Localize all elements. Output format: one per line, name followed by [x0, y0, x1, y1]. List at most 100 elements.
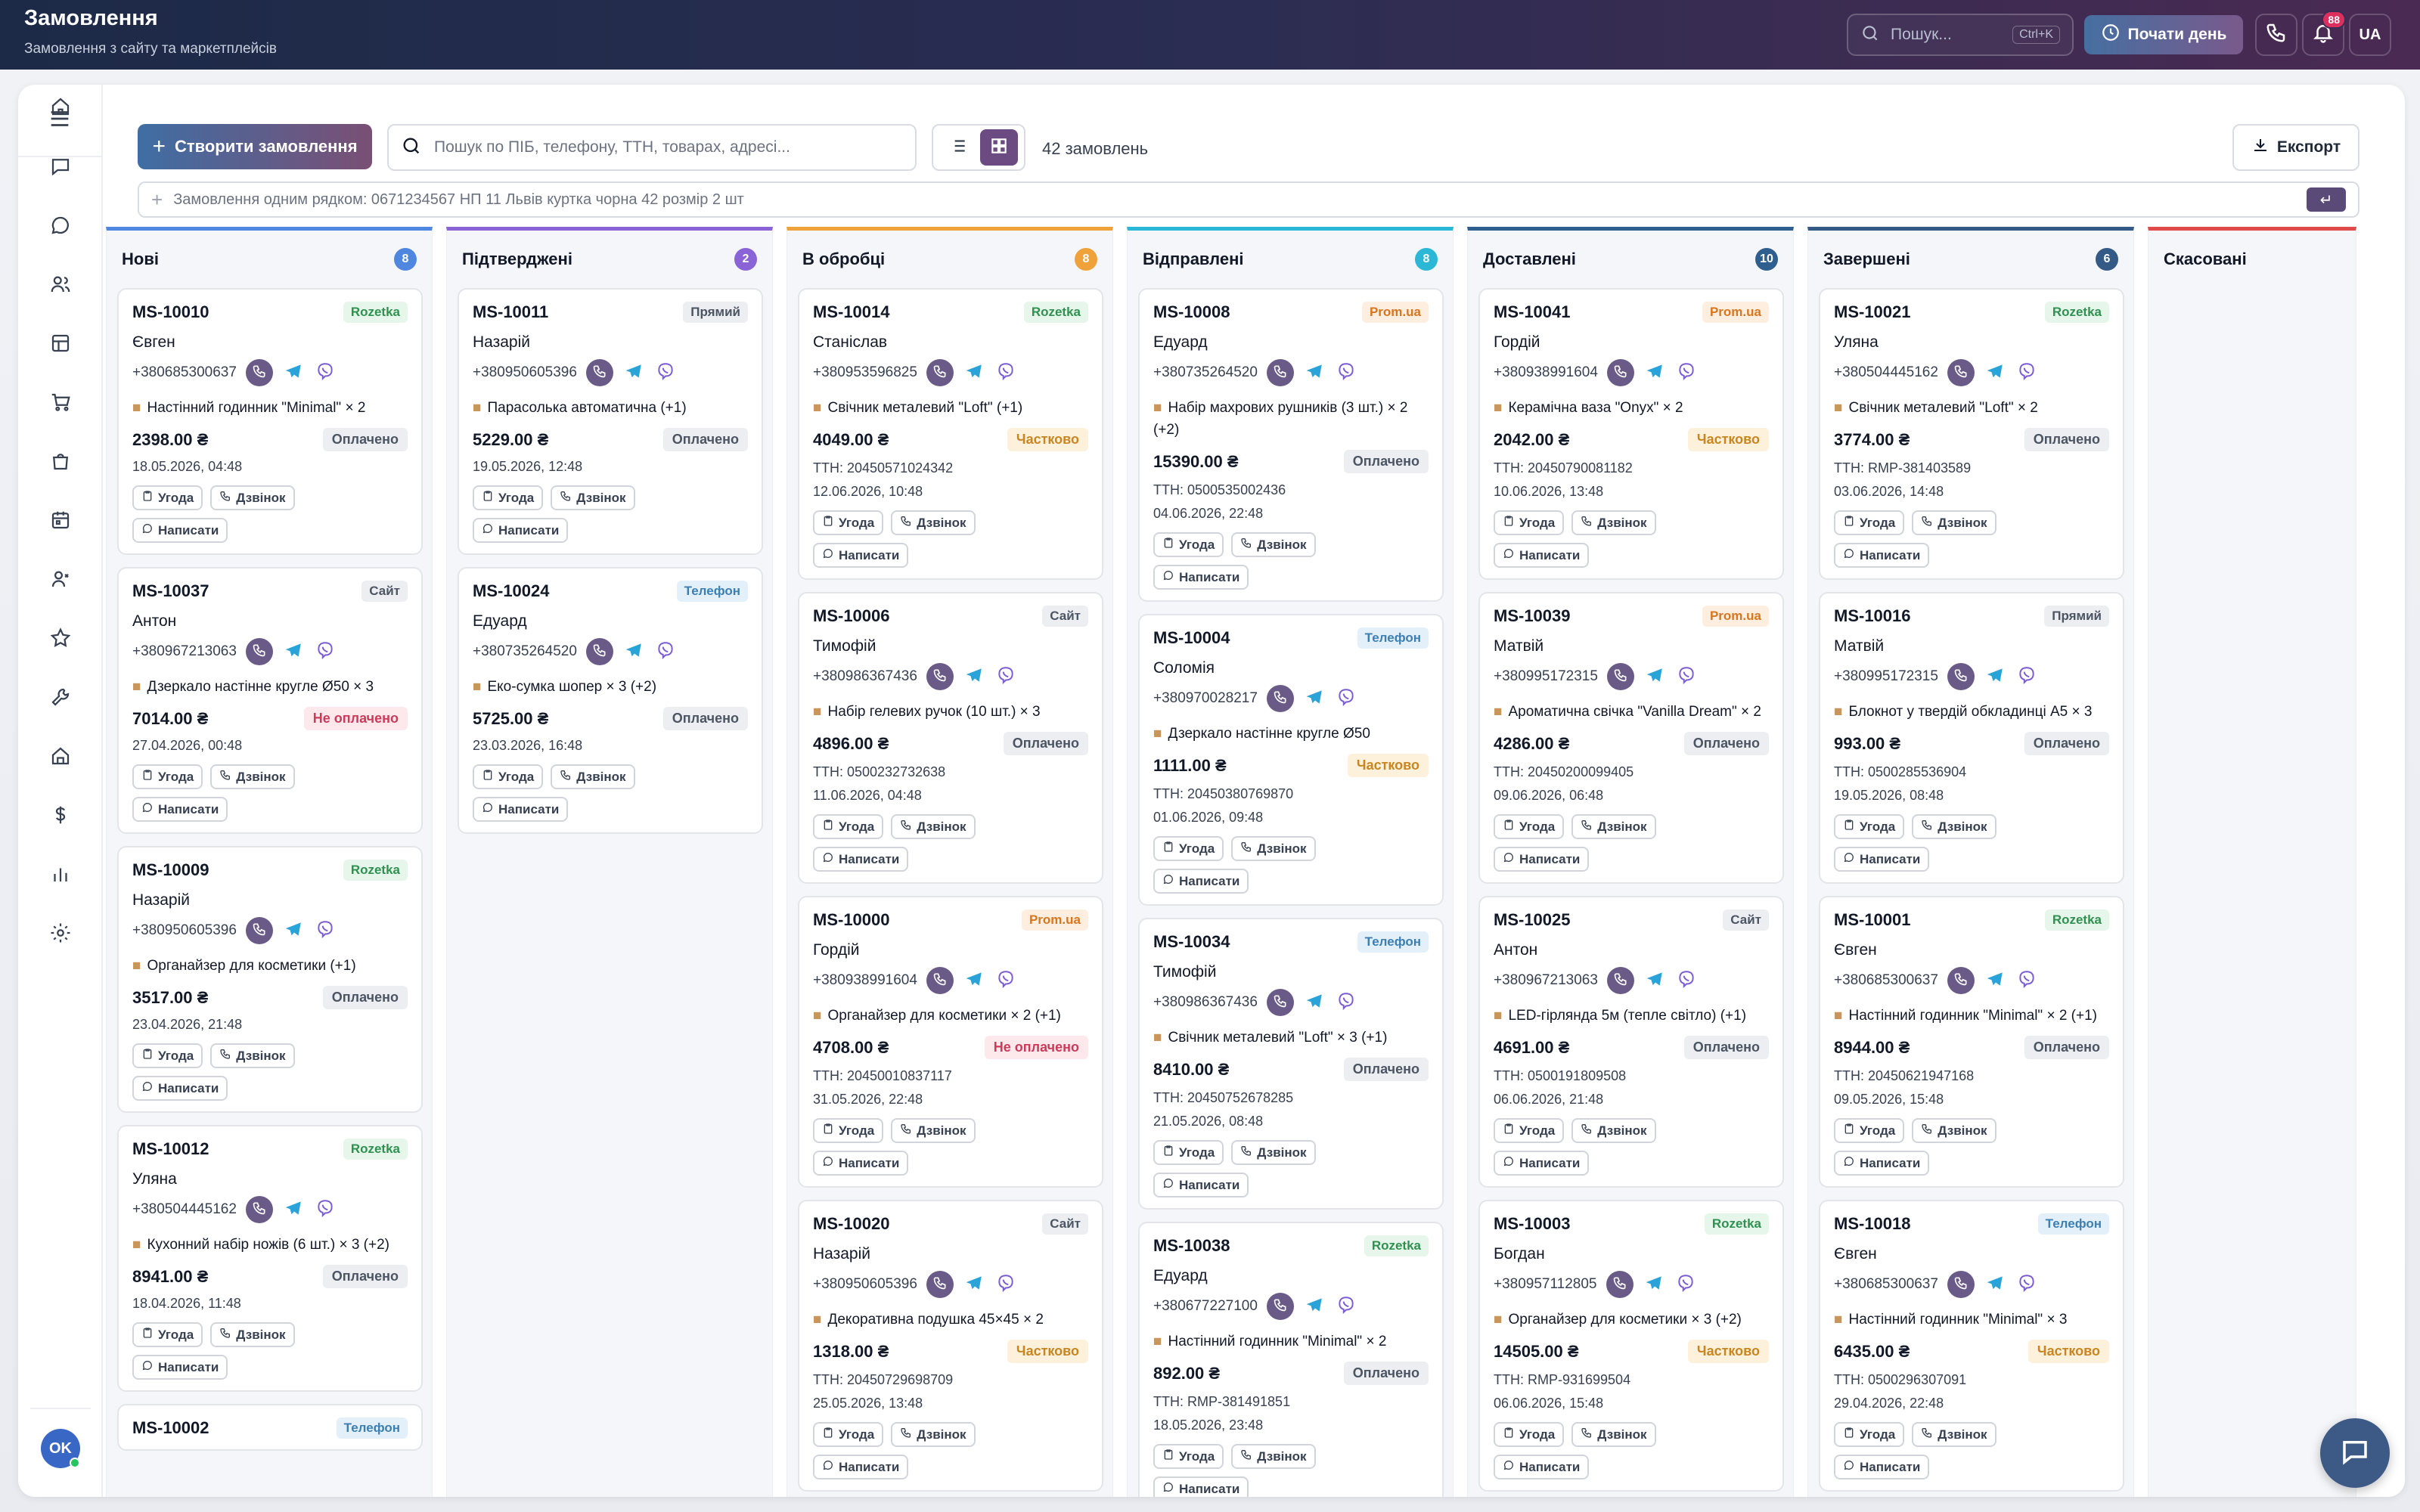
viber-button[interactable]: [1335, 991, 1357, 1014]
deal-button[interactable]: Угода: [473, 485, 544, 510]
language-button[interactable]: UA: [2349, 14, 2391, 56]
sidebar-item-layout[interactable]: [44, 328, 77, 361]
write-button[interactable]: Написати: [1153, 869, 1249, 894]
viber-button[interactable]: [2015, 665, 2038, 688]
telegram-button[interactable]: [622, 361, 645, 384]
deal-button[interactable]: Угода: [813, 1422, 884, 1447]
order-id[interactable]: MS-10003: [1494, 1214, 1571, 1233]
telegram-button[interactable]: [1984, 361, 2006, 384]
write-button[interactable]: Написати: [132, 797, 228, 822]
order-id[interactable]: MS-10021: [1834, 302, 1911, 321]
call-action-button[interactable]: Дзвінок: [1571, 814, 1656, 839]
viber-button[interactable]: [1675, 665, 1698, 688]
call-button[interactable]: [245, 638, 273, 665]
deal-button[interactable]: Угода: [132, 764, 203, 789]
call-button[interactable]: [1266, 685, 1294, 712]
order-id[interactable]: MS-10014: [813, 302, 890, 321]
write-button[interactable]: Написати: [813, 847, 909, 872]
order-id[interactable]: MS-10000: [813, 910, 890, 929]
call-button[interactable]: [245, 1196, 273, 1223]
order-id[interactable]: MS-10001: [1834, 910, 1911, 929]
telegram-button[interactable]: [1984, 665, 2006, 688]
deal-button[interactable]: Угода: [1153, 1140, 1224, 1165]
call-action-button[interactable]: Дзвінок: [1231, 532, 1316, 557]
order-card[interactable]: MS-10004 Телефон Соломія +380970028217 ■ Дзер…: [1138, 614, 1444, 906]
telegram-button[interactable]: [963, 361, 985, 384]
call-action-button[interactable]: Дзвінок: [891, 814, 976, 839]
sidebar-item-settings[interactable]: [44, 918, 77, 951]
write-button[interactable]: Написати: [813, 543, 909, 568]
viber-button[interactable]: [1675, 361, 1698, 384]
call-action-button[interactable]: Дзвінок: [1231, 836, 1316, 861]
order-card[interactable]: MS-10001 Rozetka Євген +380685300637 ■ Настін…: [1819, 896, 2124, 1188]
telegram-button[interactable]: [1984, 969, 2006, 992]
order-card[interactable]: MS-10009 Rozetka Назарій +380950605396 ■ Орга…: [117, 846, 423, 1113]
sidebar-item-chat[interactable]: [44, 210, 77, 243]
order-id[interactable]: MS-10012: [132, 1139, 209, 1158]
sidebar-item-dollar[interactable]: [44, 800, 77, 833]
call-action-button[interactable]: Дзвінок: [210, 1322, 295, 1347]
quick-order-input[interactable]: + Замовлення одним рядком: 0671234567 НП…: [138, 181, 2360, 218]
order-card[interactable]: MS-10021 Rozetka Уляна +380504445162 ■ Свічни…: [1819, 288, 2124, 580]
telegram-button[interactable]: [1643, 969, 1666, 992]
order-id[interactable]: MS-10008: [1153, 302, 1230, 321]
sidebar-item-chart[interactable]: [44, 859, 77, 892]
orders-search-input[interactable]: Пошук по ПІБ, телефону, ТТН, товарах, ад…: [387, 124, 917, 171]
call-action-button[interactable]: Дзвінок: [1571, 1422, 1656, 1447]
order-card[interactable]: MS-10014 Rozetka Станіслав +380953596825 ■ Св…: [798, 288, 1103, 580]
order-card[interactable]: MS-10034 Телефон Тимофій +380986367436 ■ Свіч…: [1138, 918, 1444, 1210]
order-card[interactable]: MS-10018 Телефон Євген +380685300637 ■ Настін…: [1819, 1200, 2124, 1492]
write-button[interactable]: Написати: [813, 1151, 909, 1176]
order-id[interactable]: MS-10009: [132, 860, 209, 879]
order-id[interactable]: MS-10018: [1834, 1214, 1911, 1233]
phone-button[interactable]: [2255, 14, 2297, 56]
call-button[interactable]: [1606, 967, 1634, 994]
telegram-button[interactable]: [963, 1273, 985, 1296]
call-action-button[interactable]: Дзвінок: [551, 485, 635, 510]
telegram-button[interactable]: [1643, 1273, 1665, 1296]
order-card[interactable]: MS-10002 Телефон: [117, 1404, 423, 1451]
write-button[interactable]: Написати: [1834, 543, 1930, 568]
order-card[interactable]: MS-10020 Сайт Назарій +380950605396 ■ Декорат…: [798, 1200, 1103, 1492]
call-action-button[interactable]: Дзвінок: [210, 485, 295, 510]
call-action-button[interactable]: Дзвінок: [551, 764, 635, 789]
deal-button[interactable]: Угода: [813, 1118, 884, 1143]
order-card[interactable]: MS-10003 Rozetka Богдан +380957112805 ■ Орган…: [1478, 1200, 1784, 1492]
viber-button[interactable]: [2015, 1273, 2038, 1296]
call-button[interactable]: [926, 1271, 954, 1298]
sidebar-item-wrench[interactable]: [44, 682, 77, 715]
viber-button[interactable]: [314, 1198, 337, 1221]
deal-button[interactable]: Угода: [132, 485, 203, 510]
viber-button[interactable]: [314, 640, 337, 663]
call-button[interactable]: [1266, 989, 1294, 1016]
viber-button[interactable]: [314, 919, 337, 942]
write-button[interactable]: Написати: [1834, 847, 1930, 872]
viber-button[interactable]: [1675, 969, 1698, 992]
write-button[interactable]: Написати: [813, 1455, 909, 1479]
call-button[interactable]: [1947, 967, 1975, 994]
write-button[interactable]: Написати: [1494, 847, 1590, 872]
order-card[interactable]: MS-10024 Телефон Едуард +380735264520 ■ Еко-с…: [458, 567, 763, 834]
deal-button[interactable]: Угода: [1153, 836, 1224, 861]
call-button[interactable]: [245, 359, 273, 386]
order-card[interactable]: MS-10037 Сайт Антон +380967213063 ■ Дзеркало …: [117, 567, 423, 834]
order-card[interactable]: MS-10016 Прямий Матвій +380995172315 ■ Блокно…: [1819, 592, 2124, 884]
call-action-button[interactable]: Дзвінок: [1231, 1444, 1316, 1469]
call-button[interactable]: [585, 638, 613, 665]
call-button[interactable]: [926, 663, 954, 690]
call-button[interactable]: [1947, 359, 1975, 386]
sidebar-item-home[interactable]: [44, 91, 77, 125]
start-day-button[interactable]: Почати день: [2084, 15, 2243, 54]
deal-button[interactable]: Угода: [132, 1322, 203, 1347]
call-button[interactable]: [1947, 663, 1975, 690]
order-card[interactable]: MS-10000 Prom.ua Гордій +380938991604 ■ Орган…: [798, 896, 1103, 1188]
telegram-button[interactable]: [282, 640, 305, 663]
order-id[interactable]: MS-10039: [1494, 606, 1571, 625]
order-id[interactable]: MS-10024: [473, 581, 550, 600]
order-card[interactable]: MS-10012 Rozetka Уляна +380504445162 ■ Кухонн…: [117, 1125, 423, 1392]
call-action-button[interactable]: Дзвінок: [1571, 1118, 1656, 1143]
call-action-button[interactable]: Дзвінок: [1912, 814, 1996, 839]
call-action-button[interactable]: Дзвінок: [1231, 1140, 1316, 1165]
quick-order-submit-button[interactable]: ↵: [2307, 187, 2346, 212]
order-id[interactable]: MS-10034: [1153, 932, 1230, 951]
